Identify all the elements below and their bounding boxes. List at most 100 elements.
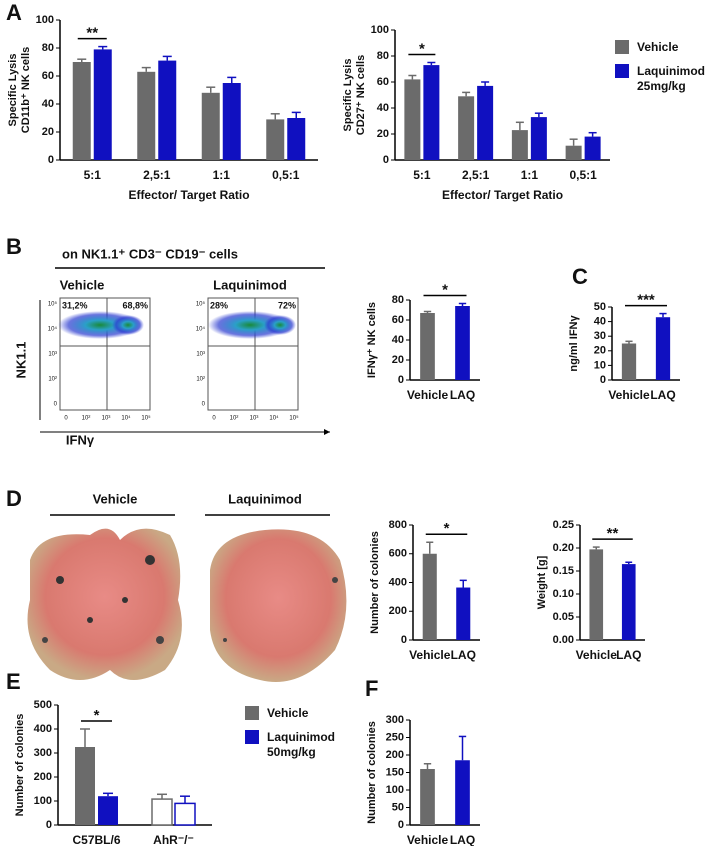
y-tick-label: 0.05 <box>553 611 574 623</box>
flow-y-tick: 10² <box>48 377 57 383</box>
x-tick-label: AhR⁻/⁻ <box>153 833 194 846</box>
x-tick-label: 2,5:1 <box>462 168 490 182</box>
legend-label: Vehicle <box>637 40 679 54</box>
y-tick-label: 200 <box>386 749 404 761</box>
x-tick-label: Vehicle <box>409 648 451 662</box>
flow-y-tick: 10³ <box>196 352 205 358</box>
flow-header: on NK1.1⁺ CD3⁻ CD19⁻ cells <box>62 246 238 261</box>
y-tick-label: 400 <box>34 723 52 735</box>
bar <box>589 549 604 640</box>
legend-label: Laquinimod 25mg/kg <box>637 64 705 93</box>
y-tick-label: 50 <box>392 801 404 813</box>
y-tick-label: 30 <box>594 330 606 342</box>
y-tick-label: 0.20 <box>553 542 574 554</box>
y-tick-label: 10 <box>594 359 606 371</box>
flow-title: Laquinimod <box>213 277 287 292</box>
y-tick-label: 100 <box>34 795 52 807</box>
y-tick-label: 60 <box>42 70 54 82</box>
bar <box>477 85 494 160</box>
y-tick-label: 40 <box>594 316 606 328</box>
panel-label: C <box>572 264 588 289</box>
bar <box>137 71 156 160</box>
bar <box>420 769 435 825</box>
bar <box>621 564 636 640</box>
flow-y-tick: 10⁵ <box>48 301 58 308</box>
flow-x-tick: 10² <box>230 416 239 422</box>
y-tick-label: 800 <box>389 519 407 531</box>
bar <box>621 343 637 380</box>
bar <box>201 92 220 160</box>
bar <box>222 83 241 160</box>
x-tick-label: LAQ <box>451 648 476 662</box>
x-tick-label: LAQ <box>450 388 475 402</box>
y-tick-label: 80 <box>42 42 54 54</box>
bar <box>72 62 91 160</box>
flow-x-tick: 10⁵ <box>289 415 299 422</box>
flow-y-tick: 0 <box>54 402 58 408</box>
x-tick-label: Vehicle <box>608 388 650 402</box>
arrow-head <box>324 429 330 435</box>
y-tick-label: 20 <box>392 354 404 366</box>
flow-title: Vehicle <box>60 277 105 292</box>
y-tick-label: 0 <box>401 634 407 646</box>
bar <box>655 317 671 380</box>
bar <box>158 60 177 160</box>
flow-y-tick: 10⁴ <box>196 326 206 333</box>
flow-y-tick: 10⁵ <box>196 301 206 308</box>
y-tick-label: 150 <box>386 766 404 778</box>
x-tick-label: 5:1 <box>413 168 431 182</box>
legend-swatch <box>615 64 629 78</box>
y-axis-label: Weight [g] <box>536 555 548 609</box>
y-axis-label: CD27⁺ NK cells <box>355 55 367 135</box>
y-tick-label: 0 <box>46 819 52 831</box>
y-tick-label: 500 <box>34 699 52 711</box>
y-tick-label: 60 <box>377 76 389 88</box>
flow-y-tick: 10³ <box>48 352 57 358</box>
panel-label: B <box>6 234 22 259</box>
flow-x-tick: 0 <box>212 416 216 422</box>
flow-x-tick: 10³ <box>250 416 259 422</box>
y-tick-label: 20 <box>377 128 389 140</box>
image-label: Laquinimod <box>228 491 302 506</box>
bar <box>530 117 547 160</box>
y-axis-label: Number of colonies <box>366 721 378 824</box>
y-tick-label: 20 <box>42 126 54 138</box>
y-tick-label: 20 <box>594 345 606 357</box>
x-tick-label: C57BL/6 <box>72 833 120 846</box>
quadrant-label: 31,2% <box>62 300 88 310</box>
y-tick-label: 100 <box>371 24 389 36</box>
bar <box>98 796 118 825</box>
bar <box>455 760 470 825</box>
bar <box>565 145 582 160</box>
x-tick-label: 1:1 <box>521 168 539 182</box>
y-tick-label: 0.15 <box>553 565 574 577</box>
bar <box>422 553 437 640</box>
x-tick-label: 5:1 <box>84 168 102 182</box>
quadrant-label: 72% <box>278 300 296 310</box>
legend-swatch <box>245 730 259 744</box>
bar <box>93 49 112 160</box>
x-tick-label: LAQ <box>450 833 475 846</box>
y-axis-label: IFNγ⁺ NK cells <box>366 302 378 378</box>
lung-image <box>27 528 347 682</box>
y-tick-label: 600 <box>389 548 407 560</box>
y-axis-label: CD11b⁺ NK cells <box>20 47 32 134</box>
flow-x-tick: 10² <box>82 416 91 422</box>
bar <box>423 65 440 160</box>
bar <box>420 313 435 380</box>
y-tick-label: 0 <box>48 154 54 166</box>
y-tick-label: 40 <box>42 98 54 110</box>
significance-label: * <box>94 707 100 724</box>
y-tick-label: 80 <box>377 50 389 62</box>
significance-label: ** <box>607 525 619 542</box>
y-tick-label: 300 <box>386 714 404 726</box>
y-tick-label: 60 <box>392 314 404 326</box>
bar <box>266 119 285 160</box>
flow-plot <box>58 297 299 411</box>
flow-x-tick: 10⁴ <box>121 415 131 422</box>
y-tick-label: 200 <box>389 605 407 617</box>
y-tick-label: 50 <box>594 301 606 313</box>
y-tick-label: 200 <box>34 771 52 783</box>
x-tick-label: 1:1 <box>213 168 231 182</box>
